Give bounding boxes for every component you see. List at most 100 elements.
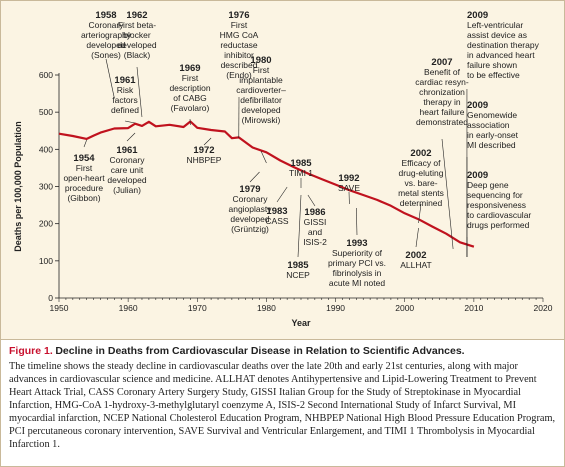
annotation-year: 1969 [179, 63, 200, 74]
x-tick-label: 2010 [464, 303, 483, 313]
annotation-year: 1985 [287, 260, 309, 271]
x-tick-label: 1970 [188, 303, 207, 313]
annotation-leader [297, 194, 302, 258]
annotation-line: TIMI 1 [289, 168, 313, 178]
annotation-line: (Julian) [113, 185, 141, 195]
annotation-year: 1985 [290, 158, 312, 169]
annotation-line: Deep gene [467, 180, 509, 190]
annotation-line: Benefit of [424, 67, 461, 77]
x-tick-label: 1980 [257, 303, 276, 313]
annotation-line: First [182, 73, 199, 83]
annotation-line: demonstrated [416, 117, 468, 127]
x-tick-label: 1960 [119, 303, 138, 313]
annotation-line: blocker [123, 30, 151, 40]
annotation-line: (Gibbon) [67, 193, 100, 203]
annotation-line: acute MI noted [329, 278, 386, 288]
y-tick-label: 0 [48, 293, 53, 303]
annotation-year: 1961 [116, 145, 138, 156]
annotation-line: developed [117, 40, 157, 50]
annotation-line: First [231, 20, 248, 30]
caption-label: Figure 1. [9, 345, 53, 357]
annotation-line: chronization [419, 87, 465, 97]
annotation-line: (Sones) [91, 50, 121, 60]
annotation-line: First beta- [118, 20, 156, 30]
annotation-line: (Endo) [226, 70, 252, 80]
caption-title: Decline in Deaths from Cardiovascular Di… [55, 345, 465, 357]
annotation-line: (Favolaro) [171, 103, 210, 113]
y-axis-label: Deaths per 100,000 Population [13, 121, 23, 252]
annotation-line: cardiac resyn- [415, 77, 469, 87]
y-tick-label: 400 [39, 144, 53, 154]
annotation-line: SAVE [338, 183, 360, 193]
annotation-line: open-heart [63, 173, 105, 183]
annotation-line: arteriography [81, 30, 132, 40]
annotation-year: 1961 [114, 75, 136, 86]
annotation-line: described [221, 60, 258, 70]
x-tick-label: 1990 [326, 303, 345, 313]
annotation-year: 2009 [467, 10, 488, 21]
annotation-leader [124, 120, 136, 124]
annotation-leader [203, 137, 212, 146]
annotation-line: of CABG [173, 93, 207, 103]
annotation-year: 2007 [431, 57, 452, 68]
annotation-line: NCEP [286, 270, 310, 280]
annotation-leader [126, 132, 136, 142]
annotation-line: (Black) [124, 50, 151, 60]
annotation-line: defined [111, 105, 139, 115]
annotation-year: 1980 [250, 55, 271, 66]
annotation-line: assist device as [467, 30, 527, 40]
annotation-line: to cardiovascular [467, 210, 531, 220]
annotation-line: destination therapy [467, 40, 540, 50]
annotation-line: implantable [239, 75, 283, 85]
annotation-line: Risk [117, 85, 134, 95]
annotation-line: defibrillator [240, 95, 282, 105]
y-tick-label: 600 [39, 70, 53, 80]
x-tick-label: 1950 [50, 303, 69, 313]
figure-caption: Figure 1. Decline in Deaths from Cardiov… [1, 339, 564, 466]
annotation-line: CASS [265, 216, 288, 226]
annotation-year: 2009 [467, 170, 488, 181]
annotation-line: Left-ventricular [467, 20, 523, 30]
chart: 0 100 200 300 400 500 600 1950 1960 1970 1980 1990 2… [13, 10, 553, 328]
caption-body: The timeline shows the steady decline in… [9, 361, 556, 450]
annotation-year: 2009 [467, 100, 488, 111]
annotation-line: Coronary [110, 155, 146, 165]
annotation-1980: 1980Firstimplantablecardioverter–defibri… [236, 55, 286, 164]
annotation-leader [441, 138, 454, 250]
x-tick-label: 2020 [534, 303, 553, 313]
annotation-line: First [253, 65, 270, 75]
annotation-line: in early-onset [467, 130, 519, 140]
annotation-line: MI described [467, 140, 516, 150]
annotation-line: developed [86, 40, 126, 50]
annotation-line: care unit [111, 165, 144, 175]
annotation-line: Superiority of [332, 248, 383, 258]
annotation-leader [415, 227, 419, 248]
annotation-line: (Mirowski) [242, 115, 281, 125]
annotation-leader [260, 150, 267, 164]
annotation-leader [249, 171, 260, 183]
annotation-line: and [308, 227, 322, 237]
annotation-year: 1993 [346, 238, 367, 249]
annotation-line: procedure [65, 183, 104, 193]
annotation-leader [356, 207, 358, 236]
annotation-year: 1986 [304, 207, 325, 218]
annotation-line: ALLHAT [400, 260, 432, 270]
annotation-line: Genomewide [467, 110, 517, 120]
annotation-leader [276, 186, 288, 203]
annotation-year: 1958 [95, 10, 116, 21]
annotation-line: HMG CoA [220, 30, 259, 40]
y-tick-label: 200 [39, 219, 53, 229]
annotation-line: in advanced heart [467, 50, 535, 60]
annotation-line: factors [112, 95, 138, 105]
